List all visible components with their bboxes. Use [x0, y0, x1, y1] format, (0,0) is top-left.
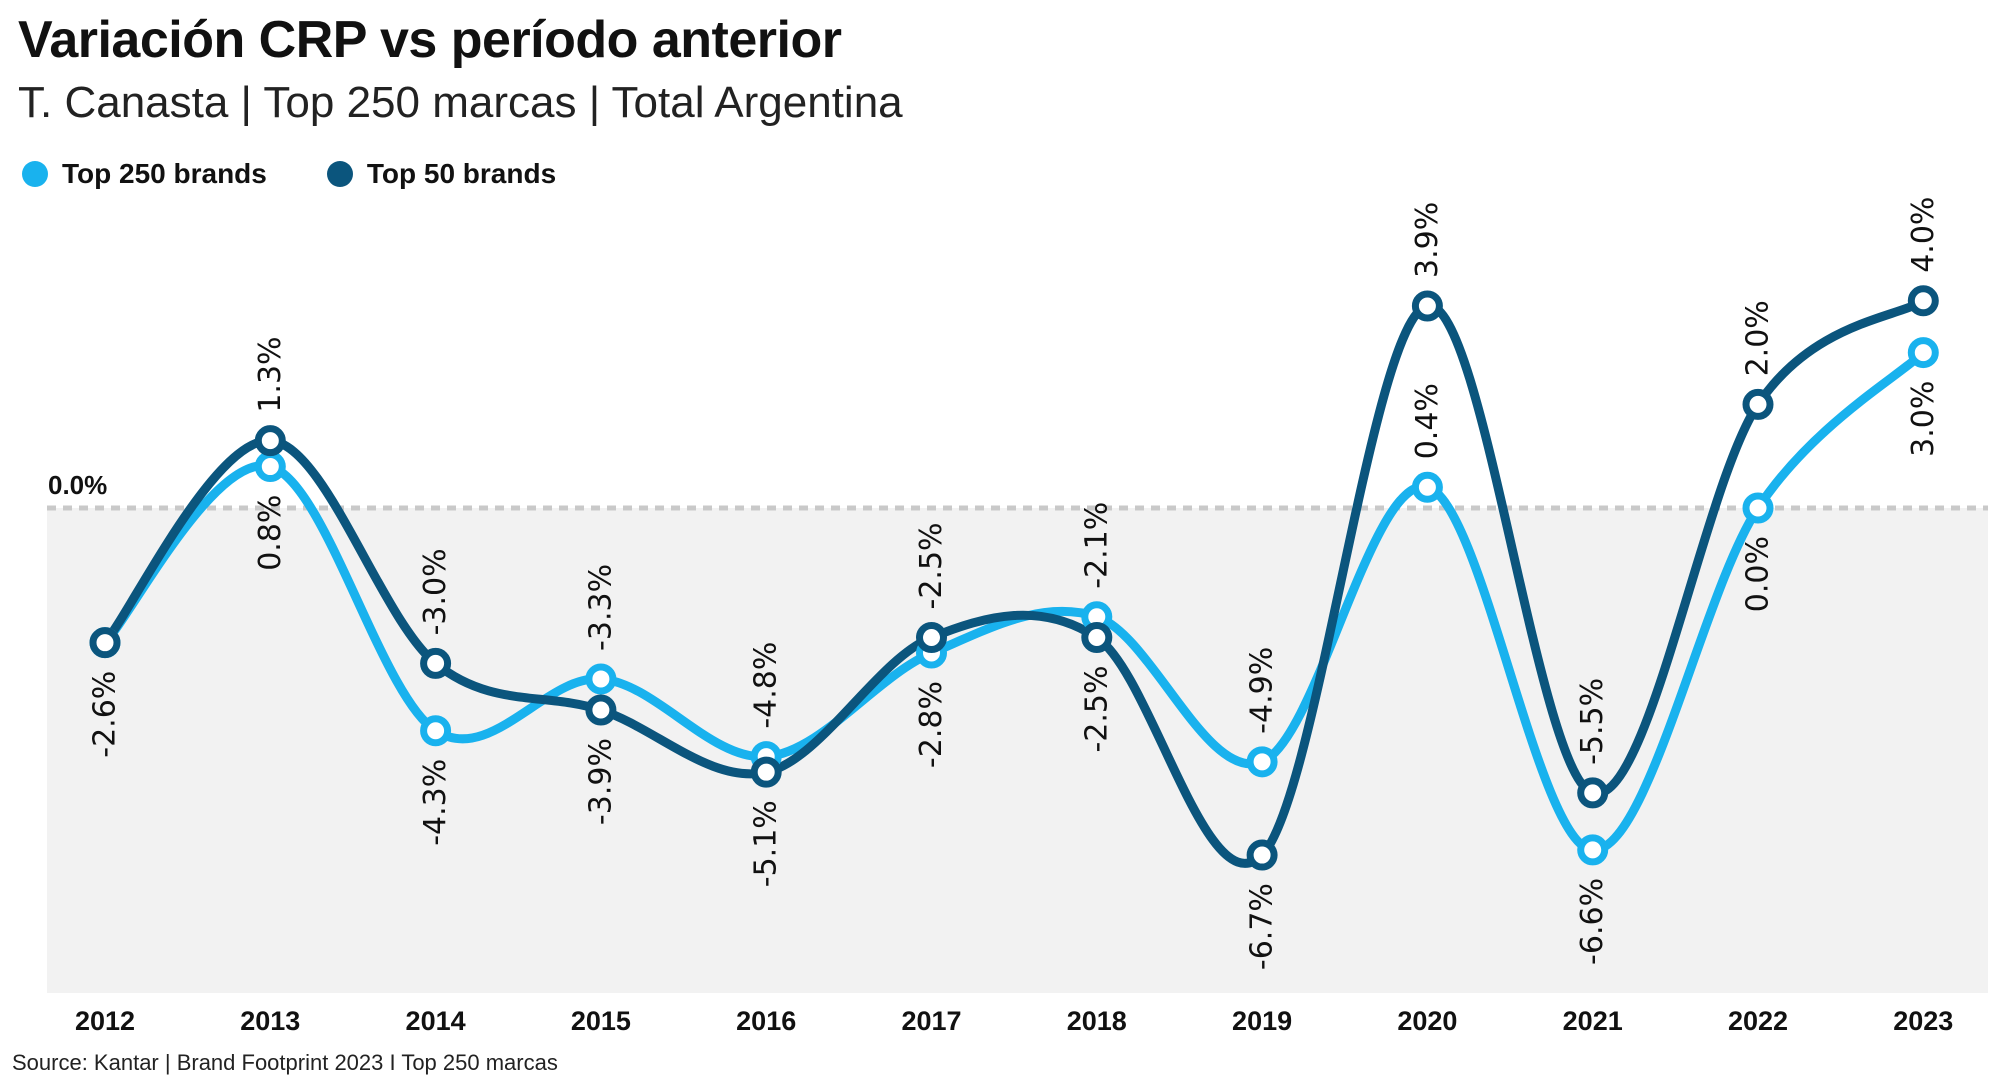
data-label-top250: 3.0% — [1906, 381, 1941, 457]
legend-label-top50: Top 50 brands — [366, 158, 557, 189]
plot-background-negative — [47, 508, 1988, 993]
chart-subtitle: T. Canasta | Top 250 marcas | Total Arge… — [18, 78, 903, 127]
data-label-top250: -4.3% — [418, 759, 453, 846]
data-label-top50: 2.0% — [1741, 300, 1776, 376]
data-label-top50: 1.3% — [253, 336, 288, 412]
x-axis: 2012 2013 2014 2015 2016 2017 2018 2019 2020 2021… — [75, 1006, 1953, 1036]
data-point-top250 — [1411, 471, 1443, 503]
x-tick-label: 2021 — [1563, 1006, 1623, 1036]
data-point-top50 — [1907, 285, 1939, 317]
x-tick-label: 2014 — [406, 1006, 466, 1036]
x-tick-label: 2020 — [1397, 1006, 1457, 1036]
data-label-top50: -5.5% — [1575, 678, 1610, 765]
legend-swatch-top50 — [326, 161, 353, 187]
data-label-top250: -3.3% — [583, 564, 618, 651]
x-tick-label: 2023 — [1893, 1006, 1953, 1036]
data-point-top50 — [585, 694, 617, 726]
data-point-top50 — [1742, 388, 1774, 420]
data-point-top50 — [750, 756, 782, 788]
data-label-top250: -2.6% — [88, 671, 123, 758]
data-label-top250: 0.4% — [1410, 383, 1445, 459]
data-point-top250 — [1742, 492, 1774, 524]
data-point-top50 — [420, 647, 452, 679]
data-point-top50 — [254, 425, 286, 457]
data-point-top250 — [585, 663, 617, 695]
legend: Top 250 brands Top 50 brands — [22, 158, 556, 190]
data-label-top250: -4.9% — [1245, 647, 1280, 734]
chart-title: Variación CRP vs período anterior — [18, 11, 842, 69]
data-label-top250: 0.0% — [1741, 536, 1776, 612]
data-label-top50: -3.0% — [418, 548, 453, 635]
data-labels: -2.6% 0.8% -4.3% -3.3% -4.8% -2.8% -2.1% -4.9% 0… — [88, 197, 1941, 971]
series-layer — [89, 285, 1939, 871]
data-point-top250 — [254, 451, 286, 483]
data-label-top50: -5.1% — [749, 800, 784, 887]
legend-swatch-top250 — [22, 161, 48, 187]
data-point-top250 — [420, 715, 452, 747]
data-label-top250: -2.8% — [914, 681, 949, 768]
x-tick-label: 2019 — [1232, 1006, 1292, 1036]
data-label-top50: 3.9% — [1410, 202, 1445, 278]
data-point-top50 — [1246, 839, 1278, 871]
data-point-top250 — [1577, 834, 1609, 866]
data-label-top50: -2.5% — [914, 522, 949, 609]
x-tick-label: 2013 — [240, 1006, 300, 1036]
x-tick-label: 2015 — [571, 1006, 631, 1036]
data-point-top50 — [1411, 290, 1443, 322]
data-point-top50 — [89, 627, 121, 659]
legend-item-top250: Top 250 brands — [22, 158, 267, 190]
series-line-top50 — [100, 296, 1928, 868]
data-point-top50 — [1577, 777, 1609, 809]
data-label-top250: -6.6% — [1575, 878, 1610, 965]
legend-label-top250: Top 250 brands — [62, 158, 267, 189]
data-point-top50 — [1081, 622, 1113, 653]
data-point-top50 — [916, 622, 947, 653]
data-point-top250 — [1246, 746, 1278, 778]
zero-reference-label: 0.0% — [48, 470, 107, 500]
data-label-top50: -6.7% — [1245, 883, 1280, 970]
x-tick-label: 2017 — [901, 1006, 961, 1036]
legend-item-top50: Top 50 brands — [326, 158, 557, 190]
x-tick-label: 2022 — [1728, 1006, 1788, 1036]
x-tick-label: 2018 — [1067, 1006, 1127, 1036]
x-tick-label: 2016 — [736, 1006, 796, 1036]
data-label-top50: -2.5% — [1079, 666, 1114, 753]
data-label-top250: -4.8% — [749, 642, 784, 729]
data-label-top250: 0.8% — [253, 495, 288, 571]
data-label-top50: -3.9% — [583, 738, 618, 825]
data-label-top50: 4.0% — [1906, 197, 1941, 273]
data-label-top250: -2.1% — [1079, 502, 1114, 589]
x-tick-label: 2012 — [75, 1006, 135, 1036]
source-note: Source: Kantar | Brand Footprint 2023 I … — [12, 1050, 558, 1075]
data-point-top250 — [1907, 337, 1939, 369]
